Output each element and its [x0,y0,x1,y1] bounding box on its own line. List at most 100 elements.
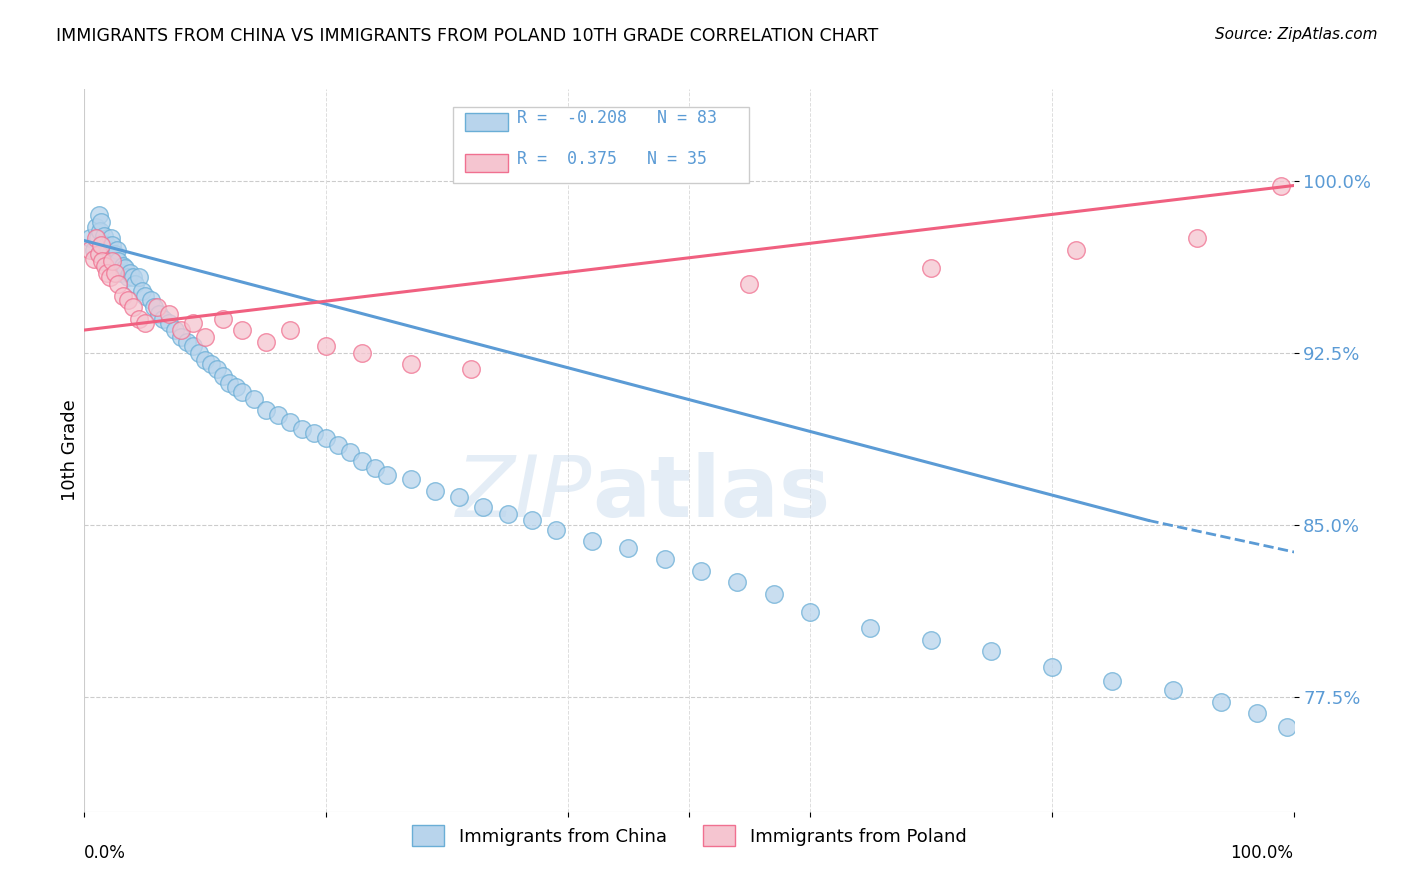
Point [157,307,180,321]
Point [79,243,101,257]
Point [315,339,337,353]
Point [225,380,247,394]
Point [96,266,118,280]
Point [83,252,105,266]
Point [176,334,198,349]
Text: atlas: atlas [592,452,831,535]
Point [617,541,640,555]
FancyBboxPatch shape [465,113,508,131]
Point [449,491,471,505]
Point [89,224,111,238]
Point [86,219,108,234]
Text: 100.0%: 100.0% [1230,844,1294,863]
FancyBboxPatch shape [453,107,749,183]
Point [90,238,112,252]
Point [134,316,156,330]
Text: ZIP: ZIP [456,452,592,535]
Point [181,316,204,330]
Point [79,231,101,245]
Point [90,215,112,229]
Point [1064,243,1087,257]
Point [690,564,713,578]
Point [152,311,174,326]
Point [98,270,121,285]
Point [738,277,761,292]
Point [1246,706,1268,720]
Point [143,300,166,314]
Point [472,500,495,514]
Point [100,231,122,245]
Point [104,247,127,261]
Point [97,243,120,257]
Legend: Immigrants from China, Immigrants from Poland: Immigrants from China, Immigrants from P… [405,818,973,854]
Point [104,254,127,268]
Point [1101,673,1123,688]
Point [544,523,567,537]
Point [128,311,150,326]
Point [254,334,277,349]
Point [207,362,229,376]
Point [91,235,114,250]
Point [146,300,169,314]
Text: IMMIGRANTS FROM CHINA VS IMMIGRANTS FROM POLAND 10TH GRADE CORRELATION CHART: IMMIGRANTS FROM CHINA VS IMMIGRANTS FROM… [56,27,879,45]
Point [520,513,543,527]
Point [105,243,128,257]
Point [121,300,143,314]
Point [104,266,127,280]
Point [120,266,142,280]
Point [278,323,301,337]
Point [188,346,211,360]
Point [212,368,235,383]
Point [980,644,1002,658]
Point [725,575,748,590]
Point [242,392,264,406]
Y-axis label: 10th Grade: 10th Grade [62,400,80,501]
Point [157,316,180,330]
Point [352,346,374,360]
Point [91,247,114,261]
Point [1161,683,1184,698]
Point [799,605,821,619]
Point [328,438,350,452]
Point [86,231,108,245]
Point [920,261,942,276]
Point [117,270,139,285]
Point [117,293,139,308]
Point [267,408,290,422]
Point [399,358,422,372]
Point [134,288,156,302]
Point [86,231,108,245]
Point [181,339,204,353]
Point [200,358,222,372]
Point [1209,695,1232,709]
Point [107,277,129,292]
Point [496,507,519,521]
Point [110,266,132,280]
Point [423,483,446,498]
Point [128,270,150,285]
Point [112,288,135,302]
Point [131,284,153,298]
Text: R =  0.375   N = 35: R = 0.375 N = 35 [517,150,707,169]
Point [1185,231,1208,245]
Point [1270,178,1292,193]
FancyBboxPatch shape [465,154,508,172]
Point [399,472,422,486]
Point [170,323,193,337]
Point [96,238,118,252]
Point [460,362,482,376]
Point [194,352,217,367]
Point [375,467,398,482]
Point [94,259,117,273]
Point [87,247,110,261]
Point [101,238,124,252]
Point [94,254,117,268]
Point [148,307,170,321]
Point [315,431,337,445]
Point [170,330,193,344]
Point [139,293,162,308]
Point [83,243,105,257]
Point [291,422,314,436]
Point [98,247,121,261]
Point [654,552,676,566]
